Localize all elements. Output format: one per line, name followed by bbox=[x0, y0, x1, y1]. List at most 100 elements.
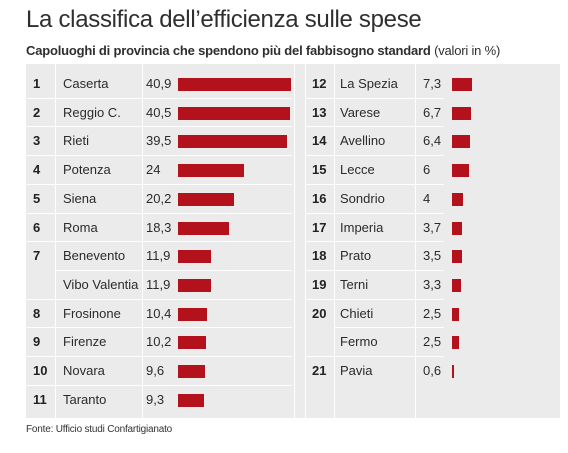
city-label: Reggio C. bbox=[63, 104, 121, 120]
table-row: 3 Rieti 39,5 bbox=[27, 127, 292, 155]
subtitle-main: Capoluoghi di provincia che spendono più… bbox=[26, 43, 431, 58]
table-row: 10 Novara 9,6 bbox=[27, 357, 292, 385]
value-bar bbox=[452, 336, 459, 350]
table-row: 17 Imperia 3,7 bbox=[306, 214, 560, 242]
value-label: 11,9 bbox=[146, 248, 171, 264]
city-label: Chieti bbox=[340, 305, 374, 321]
value-label: 40,9 bbox=[146, 76, 172, 91]
city-label: Caserta bbox=[63, 76, 109, 91]
value-label: 18,3 bbox=[146, 219, 172, 235]
value-label: 9,6 bbox=[146, 363, 165, 378]
city-label: Varese bbox=[340, 104, 381, 120]
city-label: Novara bbox=[63, 363, 105, 378]
rank-label: 7 bbox=[33, 248, 41, 264]
rank-label: 3 bbox=[33, 133, 41, 149]
table-row: 9 Firenze 10,2 bbox=[27, 328, 292, 356]
row-divider bbox=[306, 299, 444, 300]
value-bar bbox=[452, 307, 459, 321]
rank-label: 16 bbox=[312, 190, 327, 206]
value-bar bbox=[452, 135, 470, 149]
value-bar bbox=[178, 192, 234, 206]
value-label: 39,5 bbox=[146, 133, 172, 149]
city-label: Fermo bbox=[340, 334, 378, 350]
rank-label: 12 bbox=[312, 76, 327, 91]
value-bar bbox=[178, 221, 229, 235]
value-label: 10,2 bbox=[146, 334, 172, 350]
value-label: 6,4 bbox=[423, 133, 442, 149]
table-row: 6 Roma 18,3 bbox=[27, 214, 292, 242]
rank-label: 2 bbox=[33, 104, 41, 120]
value-bar bbox=[452, 106, 471, 120]
rank-label: 20 bbox=[312, 305, 327, 321]
rank-label: 10 bbox=[33, 363, 48, 378]
value-label: 24 bbox=[146, 162, 161, 178]
rank-label: 15 bbox=[312, 162, 327, 178]
value-bar bbox=[452, 278, 462, 292]
table-row: 11 Taranto 9,3 bbox=[27, 386, 292, 414]
row-divider bbox=[306, 356, 444, 357]
source-note: Fonte: Ufficio studi Confartigianato bbox=[26, 424, 173, 435]
value-bar bbox=[178, 78, 291, 91]
city-label: Vibo Valentia bbox=[63, 276, 139, 292]
row-divider bbox=[27, 126, 292, 127]
value-bar bbox=[178, 393, 204, 407]
value-bar bbox=[452, 365, 454, 378]
value-label: 40,5 bbox=[146, 104, 172, 120]
city-label: Potenza bbox=[63, 162, 111, 178]
rank-label: 11 bbox=[33, 391, 47, 407]
value-label: 7,3 bbox=[423, 76, 442, 91]
rank-label: 21 bbox=[312, 363, 327, 378]
rank-label: 18 bbox=[312, 248, 327, 264]
city-label: Lecce bbox=[340, 162, 375, 178]
row-divider bbox=[306, 126, 444, 127]
table-row: 14 Avellino 6,4 bbox=[306, 127, 560, 155]
column-divider bbox=[334, 64, 335, 418]
row-divider bbox=[27, 385, 292, 386]
table-row: 8 Frosinone 10,4 bbox=[27, 300, 292, 328]
rank-label: 19 bbox=[312, 276, 327, 292]
value-label: 3,5 bbox=[423, 248, 442, 264]
row-divider bbox=[27, 213, 292, 214]
value-label: 4 bbox=[423, 190, 431, 206]
row-divider bbox=[27, 184, 292, 185]
row-divider bbox=[306, 155, 444, 156]
column-divider bbox=[142, 64, 143, 418]
value-label: 2,5 bbox=[423, 334, 442, 350]
subtitle-unit: (valori in %) bbox=[430, 43, 501, 58]
rank-label: 1 bbox=[33, 76, 41, 91]
value-bar bbox=[452, 78, 473, 91]
value-label: 0,6 bbox=[423, 363, 442, 378]
city-label: Taranto bbox=[63, 391, 107, 407]
value-bar bbox=[178, 250, 211, 264]
value-bar bbox=[178, 135, 288, 149]
column-divider bbox=[55, 64, 56, 418]
city-label: Frosinone bbox=[63, 305, 121, 321]
rank-label: 17 bbox=[312, 219, 327, 235]
value-label: 3,3 bbox=[423, 276, 442, 292]
value-bar bbox=[452, 221, 463, 235]
city-label: Prato bbox=[340, 248, 372, 264]
city-label: La Spezia bbox=[340, 76, 398, 91]
column-divider bbox=[305, 64, 306, 418]
row-divider bbox=[306, 184, 444, 185]
value-label: 20,2 bbox=[146, 190, 172, 206]
row-divider bbox=[306, 98, 444, 99]
column-divider bbox=[294, 64, 295, 418]
rank-label bbox=[27, 271, 55, 299]
city-label: Roma bbox=[63, 219, 98, 235]
column-divider bbox=[415, 64, 416, 418]
row-divider bbox=[306, 213, 444, 214]
table-row: 4 Potenza 24 bbox=[27, 156, 292, 184]
table-row: 18 Prato 3,5 bbox=[306, 242, 560, 270]
value-bar bbox=[178, 365, 205, 378]
row-divider bbox=[55, 270, 292, 271]
table-row: 16 Sondrio 4 bbox=[306, 185, 560, 213]
table-row: 12 La Spezia 7,3 bbox=[306, 70, 560, 98]
table-row: 5 Siena 20,2 bbox=[27, 185, 292, 213]
table-row: 1 Caserta 40,9 bbox=[27, 70, 292, 98]
table-row: 7 Benevento 11,9 bbox=[27, 242, 292, 270]
value-bar bbox=[178, 106, 290, 120]
value-label: 11,9 bbox=[146, 276, 171, 292]
value-label: 9,3 bbox=[146, 391, 165, 407]
value-label: 10,4 bbox=[146, 305, 172, 321]
